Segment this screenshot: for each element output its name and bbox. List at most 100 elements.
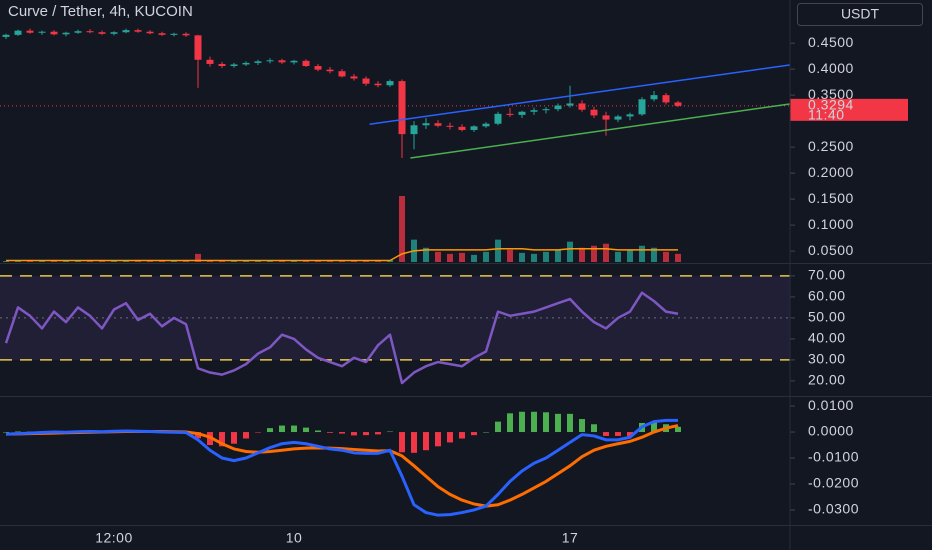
volume-bar <box>219 260 225 262</box>
macd-histogram-bar <box>651 421 657 433</box>
candle-body <box>614 116 622 120</box>
volume-bar <box>471 254 477 262</box>
volume-bar <box>195 253 201 262</box>
volume-bar <box>111 260 117 262</box>
macd-histogram-bar <box>351 432 357 436</box>
macd-histogram-bar <box>447 432 453 443</box>
candle-body <box>254 61 262 63</box>
candle-body <box>134 30 142 32</box>
trendline <box>410 103 790 159</box>
volume-bar <box>63 260 69 262</box>
candle-body <box>542 109 550 111</box>
volume-bar <box>591 245 597 262</box>
candle-body <box>290 60 298 63</box>
volume-bar <box>447 253 453 262</box>
y-tick-label: 20.00 <box>808 372 846 388</box>
y-tick-label: 0.4500 <box>808 34 854 50</box>
candle-body <box>554 105 562 110</box>
y-tick-label: 30.00 <box>808 351 846 367</box>
macd-histogram-bar <box>3 432 9 433</box>
candle-body <box>278 60 286 63</box>
candle-body <box>398 81 406 135</box>
volume-bar <box>627 249 633 262</box>
macd-histogram-bar <box>591 424 597 433</box>
volume-bar <box>75 260 81 262</box>
volume-bar <box>231 260 237 262</box>
volume-bar <box>435 251 441 262</box>
candle-body <box>374 83 382 86</box>
macd-histogram-bar <box>243 432 249 439</box>
candle-body <box>170 33 178 35</box>
macd-histogram-bar <box>483 432 489 433</box>
macd-histogram-bar <box>327 432 333 433</box>
volume-bar <box>483 251 489 262</box>
volume-bar <box>675 253 681 262</box>
volume-bar <box>459 252 465 262</box>
rsi-band-fill <box>0 275 790 360</box>
candle-body <box>26 30 34 33</box>
candle-body <box>338 71 346 77</box>
volume-bar <box>315 260 321 262</box>
macd-histogram-bar <box>219 432 225 447</box>
candle-body <box>2 34 10 37</box>
candle-body <box>662 95 670 103</box>
y-tick-label: 60.00 <box>808 288 846 304</box>
candle-body <box>266 60 274 62</box>
volume-bar <box>123 260 129 262</box>
volume-bar <box>423 247 429 262</box>
currency-label[interactable]: USDT <box>841 6 880 22</box>
y-tick-label: 0.0500 <box>808 242 854 258</box>
candle-body <box>494 113 502 124</box>
macd-histogram-bar <box>603 432 609 436</box>
candle-body <box>38 31 46 33</box>
x-tick-label: 17 <box>562 530 579 546</box>
y-tick-label: 0.1500 <box>808 190 854 206</box>
volume-bar <box>171 260 177 262</box>
macd-histogram-bar <box>519 411 525 433</box>
volume-bar <box>243 260 249 262</box>
candle-body <box>506 113 514 115</box>
y-tick-label: 50.00 <box>808 309 846 325</box>
volume-bar <box>183 260 189 262</box>
candle-body <box>62 32 70 35</box>
y-tick-label: -0.0300 <box>808 501 859 517</box>
candle-body <box>530 110 538 112</box>
volume-bar <box>39 260 45 262</box>
candle-body <box>86 31 94 33</box>
macd-histogram-bar <box>435 432 441 447</box>
macd-histogram-bar <box>531 411 537 433</box>
macd-histogram-bar <box>267 428 273 433</box>
last-price-box <box>790 98 908 121</box>
macd-histogram-bar <box>615 432 621 436</box>
candle-body <box>434 123 442 126</box>
candle-body <box>518 111 526 115</box>
volume-bar <box>135 260 141 262</box>
macd-histogram-bar <box>507 413 513 433</box>
candle-body <box>74 31 82 33</box>
candle-body <box>350 76 358 79</box>
volume-bar <box>579 247 585 262</box>
last-price-label: 0.3294 <box>808 97 854 113</box>
candle-body <box>626 114 634 117</box>
panel-backgrounds <box>0 275 790 360</box>
macd-histogram-bar <box>291 425 297 433</box>
currency-button[interactable] <box>797 3 923 26</box>
plot: 0.4500 0.4000 0.3500 0.2500 0.2000 0.1500 0.10… <box>0 28 908 546</box>
y-tick-label: 40.00 <box>808 330 846 346</box>
volume-bar <box>3 260 9 262</box>
candle-body <box>422 123 430 126</box>
y-tick-label: 0.2000 <box>808 164 854 180</box>
macd-histogram-bar <box>255 432 261 433</box>
y-tick-label: 0.0100 <box>808 397 854 413</box>
macd-histogram-bar <box>411 432 417 453</box>
macd-histogram-bar <box>279 425 285 433</box>
macd-histogram-bar <box>315 430 321 433</box>
candle-body <box>302 60 310 67</box>
candle-body <box>326 69 334 72</box>
macd-histogram-bar <box>303 427 309 433</box>
volume-bar <box>291 260 297 262</box>
volume-bar <box>99 260 105 262</box>
y-tick-label: 70.00 <box>808 267 846 283</box>
rsi-line <box>4 291 679 385</box>
macd-histogram-bar <box>495 421 501 433</box>
